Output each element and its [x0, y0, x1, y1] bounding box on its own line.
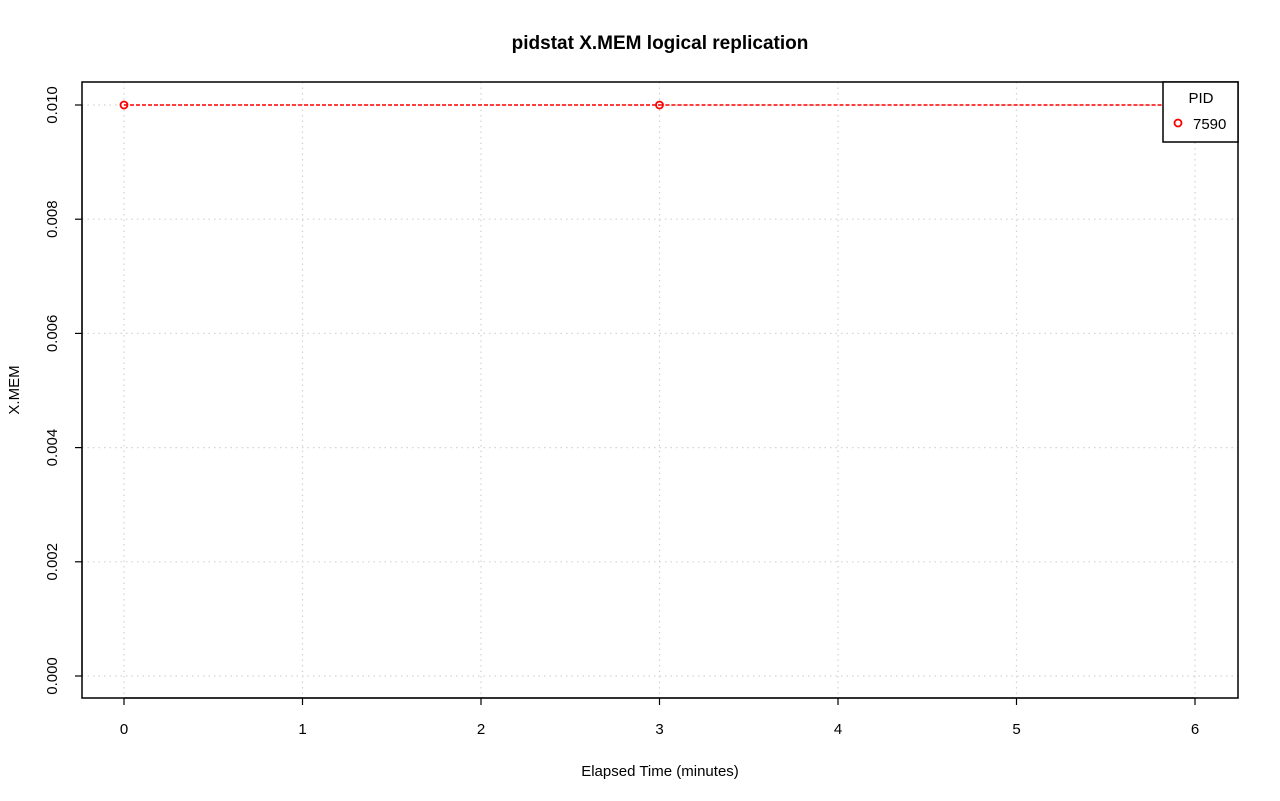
x-tick-label: 2: [477, 721, 485, 738]
x-tick-label: 4: [834, 721, 842, 738]
x-tick-label: 0: [120, 721, 128, 738]
data-point: [655, 100, 664, 110]
y-axis: 0.000 0.002 0.004 0.006 0.008 0.010: [44, 86, 83, 695]
legend: PID 7590: [1162, 81, 1239, 143]
x-tick-label: 5: [1012, 721, 1020, 738]
x-tick-label: 3: [655, 721, 663, 738]
legend-title: PID: [1188, 90, 1213, 107]
x-tick-label: 1: [298, 721, 306, 738]
y-tick-label: 0.006: [44, 315, 61, 353]
y-tick-label: 0.010: [44, 86, 61, 124]
y-tick-label: 0.000: [44, 657, 61, 695]
grid-lines: [82, 82, 1238, 698]
y-tick-label: 0.004: [44, 429, 61, 467]
y-axis-label: X.MEM: [6, 365, 23, 414]
legend-entry-7590: 7590: [1193, 116, 1226, 133]
legend-marker-7590: [1173, 118, 1183, 128]
x-axis-label: Elapsed Time (minutes): [581, 763, 739, 780]
x-tick-label: 6: [1191, 721, 1199, 738]
y-tick-label: 0.008: [44, 200, 61, 238]
data-point: [119, 100, 129, 110]
y-tick-label: 0.002: [44, 543, 61, 581]
chart-title: pidstat X.MEM logical replication: [512, 33, 809, 54]
legend-box: [1162, 81, 1239, 143]
series-layer: [119, 100, 1200, 110]
x-axis: 0 1 2 3 4 5 6: [120, 697, 1199, 738]
